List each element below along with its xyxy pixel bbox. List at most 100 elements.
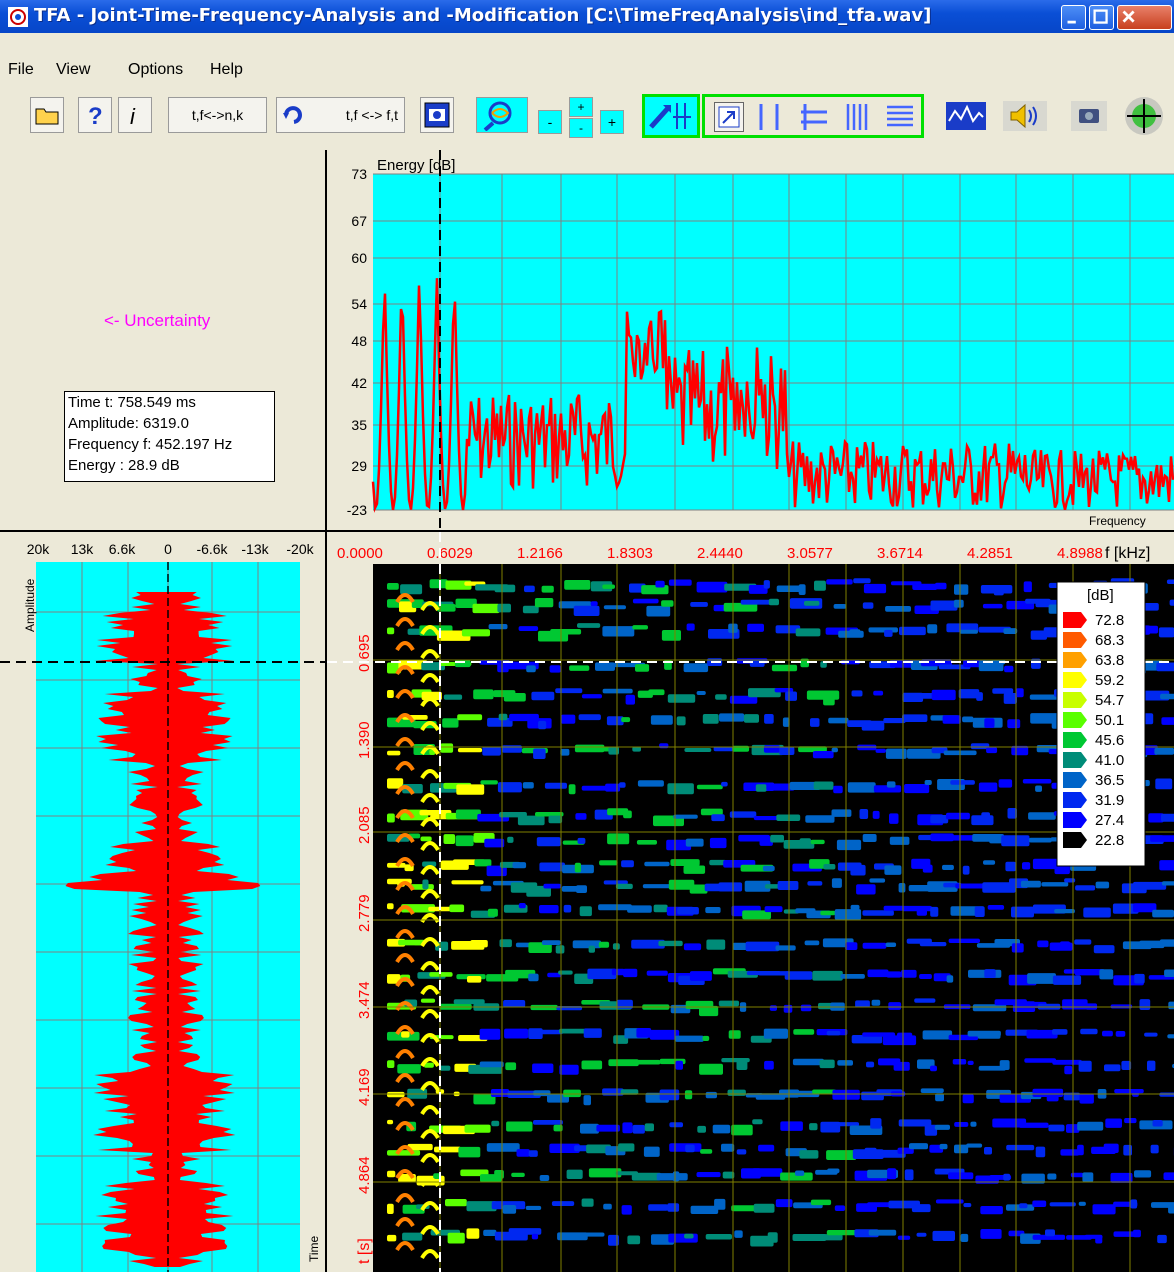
spectrogram-xtick: 1.2166	[517, 545, 563, 562]
waveform-time-label: Time	[307, 1235, 321, 1262]
uncertainty-label: <- Uncertainty	[104, 311, 211, 330]
horizontal-lines-icon	[801, 104, 827, 130]
menu-options[interactable]: Options	[128, 61, 184, 78]
legend-label: 41.0	[1095, 752, 1124, 769]
cursor-tool-group	[642, 94, 700, 138]
spectrum-ytick: 29	[351, 458, 367, 474]
save-image-button[interactable]	[420, 97, 454, 133]
waveform-icon	[946, 102, 986, 130]
folder-icon	[35, 108, 59, 125]
legend-swatch	[1063, 632, 1087, 648]
spectrogram-xtick: 1.8303	[607, 545, 653, 562]
swap-icon	[283, 106, 302, 124]
waveform-xtick: 0	[164, 541, 172, 557]
spectrogram-xunit: f [kHz]	[1105, 545, 1150, 562]
minimize-button[interactable]	[1061, 5, 1086, 30]
horizontal-grid-button[interactable]	[882, 102, 918, 132]
waveform-display-button[interactable]	[940, 97, 992, 135]
vertical-lines-button[interactable]	[752, 102, 788, 132]
spectrum-ytick: 42	[351, 375, 367, 391]
info-energy: Energy : 28.9 dB	[68, 457, 180, 474]
waveform-ylabel: Amplitude	[23, 578, 37, 632]
info-amplitude: Amplitude: 6319.0	[68, 415, 189, 432]
legend-label: 63.8	[1095, 652, 1124, 669]
legend-label: 36.5	[1095, 772, 1124, 789]
close-button[interactable]	[1117, 5, 1172, 30]
vertical-grid-button[interactable]	[840, 102, 876, 132]
legend-label: 45.6	[1095, 732, 1124, 749]
legend-label: 54.7	[1095, 692, 1124, 709]
spectrum-line	[371, 278, 1174, 513]
legend-swatch	[1063, 752, 1087, 768]
menu-file[interactable]: File	[8, 61, 34, 78]
spectrogram-plot[interactable]: 0.0000 0.6029 1.2166 1.8303 2.4440 3.0577 3.67…	[327, 532, 1174, 1272]
legend-label: 72.8	[1095, 612, 1124, 629]
legend-title: [dB]	[1087, 587, 1114, 604]
spectrum-ytick: 73	[351, 166, 367, 182]
menu-help[interactable]: Help	[210, 61, 243, 78]
crosshair-icon	[1125, 97, 1163, 135]
horizontal-lines-button[interactable]	[796, 102, 832, 132]
info-time: Time t: 758.549 ms	[68, 394, 196, 411]
waveform-xtick: 13k	[71, 541, 95, 557]
spectrum-plot[interactable]: 73 67 60 54 48 42 35 29 -23 Energy [dB] Frequenc…	[327, 150, 1174, 530]
waveform-xtick: -20k	[286, 541, 314, 557]
legend-swatch	[1063, 712, 1087, 728]
legend-label: 22.8	[1095, 832, 1124, 849]
cursor-info-box: Time t: 758.549 ms Amplitude: 6319.0 Fre…	[64, 391, 275, 482]
camera-record-icon	[1071, 101, 1107, 131]
zoom-in-button[interactable]: +	[600, 110, 624, 134]
cursor-line-icon	[649, 103, 691, 129]
zoom-in-vertical-button[interactable]: +	[569, 97, 593, 117]
legend-swatch	[1063, 772, 1087, 788]
play-sound-button[interactable]	[998, 97, 1052, 135]
waveform-xtick: -13k	[241, 541, 269, 557]
legend-swatch	[1063, 692, 1087, 708]
horizontal-splitter[interactable]	[0, 530, 1174, 532]
legend-label: 59.2	[1095, 672, 1124, 689]
info-icon: i	[130, 104, 136, 128]
arrow-icon	[718, 106, 740, 128]
waveform-xtick: 20k	[27, 541, 51, 557]
grid-tool-group	[702, 94, 924, 138]
zoom-view-button[interactable]	[476, 97, 528, 133]
spectrogram-ytick: 3.474	[356, 981, 373, 1019]
legend-swatch	[1063, 792, 1087, 808]
waveform-xtick: 6.6k	[109, 541, 136, 557]
info-button[interactable]: i	[118, 97, 152, 133]
camera-icon	[424, 102, 450, 128]
spectrum-ytick: 67	[351, 213, 367, 229]
legend-label: 27.4	[1095, 812, 1124, 829]
horizontal-grid-icon	[887, 105, 913, 127]
waveform-plot[interactable]: 20k 13k 6.6k 0 -6.6k -13k -20k Amplitude Time	[0, 532, 325, 1272]
legend-swatch	[1063, 672, 1087, 688]
info-frequency: Frequency f: 452.197 Hz	[68, 436, 233, 453]
menu-view[interactable]: View	[56, 61, 91, 78]
maximize-button[interactable]	[1089, 5, 1114, 30]
legend-swatch	[1063, 732, 1087, 748]
svg-text:i: i	[130, 104, 136, 128]
convert-nk-button[interactable]: t,f<->n,k	[168, 97, 267, 133]
open-file-button[interactable]	[30, 97, 64, 133]
spectrum-ytick: 60	[351, 250, 367, 266]
spectrum-ytick: 48	[351, 333, 367, 349]
arrow-tool-button[interactable]	[714, 102, 744, 132]
spectrogram-xtick: 4.2851	[967, 545, 1013, 562]
legend-label: 50.1	[1095, 712, 1124, 729]
record-button[interactable]	[1066, 97, 1112, 135]
crosshair-button[interactable]	[1118, 95, 1170, 137]
svg-text:?: ?	[88, 103, 103, 128]
magnifier-icon	[483, 101, 512, 131]
help-button[interactable]: ?	[78, 97, 112, 133]
vertical-splitter[interactable]	[325, 150, 327, 1272]
spectrum-ylabel: Energy [dB]	[377, 157, 455, 174]
spectrogram-ytick: 2.085	[356, 806, 373, 844]
waveform-xtick: -6.6k	[196, 541, 228, 557]
title-bar: TFA - Joint-Time-Frequency-Analysis and …	[0, 0, 1174, 33]
cursor-tool-button[interactable]	[645, 97, 697, 135]
legend-label: 31.9	[1095, 792, 1124, 809]
zoom-out-vertical-button[interactable]: -	[569, 118, 593, 138]
app-icon	[8, 7, 28, 27]
zoom-out-button[interactable]: -	[538, 110, 562, 134]
convert-ft-button[interactable]: t,f <-> f,t	[276, 97, 405, 133]
